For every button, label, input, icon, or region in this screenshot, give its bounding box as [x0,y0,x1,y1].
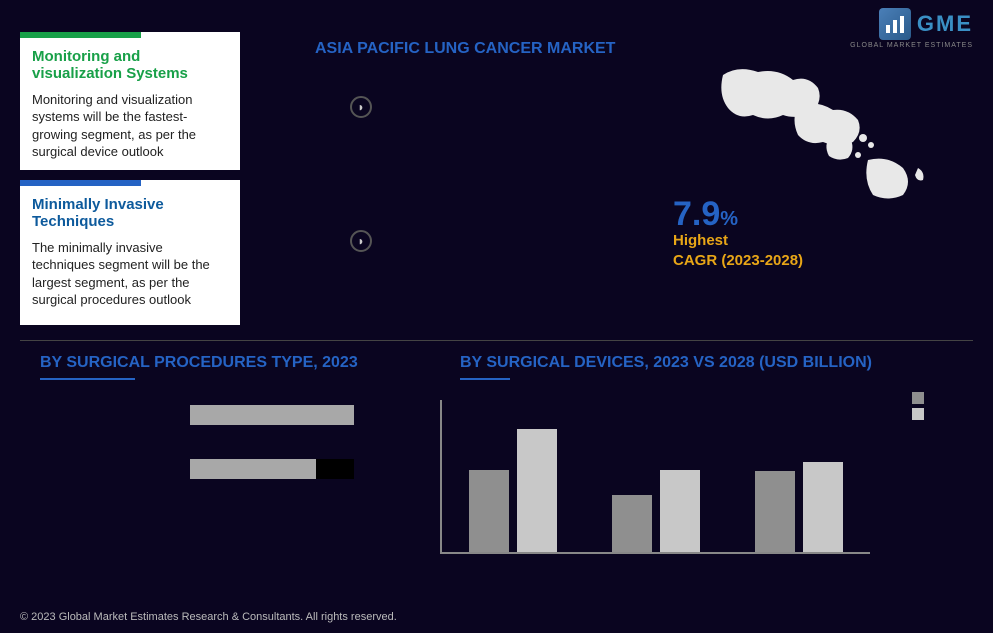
vbar-b [517,429,557,552]
hbar-row [40,400,400,430]
vbar-group [734,462,862,552]
divider [20,340,973,341]
logo-icon [879,8,911,40]
vbar-b [803,462,843,552]
highlight-card-2: Minimally Invasive Techniques The minima… [20,180,240,325]
bullet-icon: ◗ [350,96,372,118]
card-title: Monitoring and visualization Systems [32,48,228,83]
copyright: © 2023 Global Market Estimates Research … [20,611,397,623]
card-accent [20,180,141,186]
hbar-segment-a [190,405,354,425]
vbar-a [469,470,509,553]
logo-text: GME [917,11,973,37]
procedures-hbar-chart [40,400,400,570]
cagr-percent: % [720,208,738,230]
legend-item [912,392,930,404]
card-title: Minimally Invasive Techniques [32,196,228,231]
bullet-icon: ◗ [350,230,372,252]
card-body: The minimally invasive techniques segmen… [32,239,228,309]
legend-swatch [912,392,924,404]
vbar-group [449,429,577,552]
vbar-b [660,470,700,553]
cagr-label: Highest CAGR (2023-2028) [673,231,803,270]
hbar-row [40,454,400,484]
cagr-label-1: Highest [673,232,728,249]
asia-pacific-map-icon [703,60,943,210]
section-title-devices: BY SURGICAL DEVICES, 2023 VS 2028 (USD B… [460,354,872,372]
hbar-segment-b [316,459,354,479]
region-summary: 7.9% Highest CAGR (2023-2028) [673,60,953,270]
section-underline [40,378,135,380]
vbar-a [612,495,652,552]
section-title-procedures: BY SURGICAL PROCEDURES TYPE, 2023 [40,354,358,372]
vbar-group [592,470,720,553]
logo-subtitle: GLOBAL MARKET ESTIMATES [850,42,973,49]
card-accent [20,32,141,38]
chart-legend [912,392,930,424]
cagr-value: 7.9% [673,195,738,234]
main-title: ASIA PACIFIC LUNG CANCER MARKET [315,40,615,58]
vbar-a [755,471,795,552]
hbar-segment-a [190,459,316,479]
cagr-number: 7.9 [673,195,720,233]
cagr-label-2: CAGR (2023-2028) [673,252,803,269]
hbar-track [190,405,400,425]
highlight-card-1: Monitoring and visualization Systems Mon… [20,32,240,170]
card-body: Monitoring and visualization systems wil… [32,91,228,161]
section-underline [460,378,510,380]
devices-vbar-chart [430,392,930,582]
hbar-track [190,459,400,479]
legend-swatch [912,408,924,420]
legend-item [912,408,930,420]
chart-area [440,400,870,554]
logo: GME [879,8,973,40]
